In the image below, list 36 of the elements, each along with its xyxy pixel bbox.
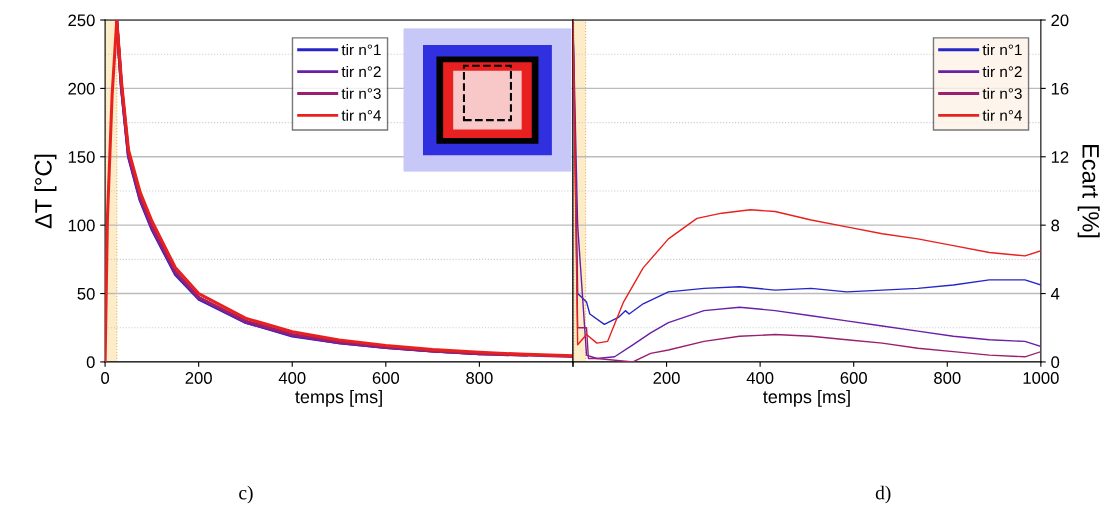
y-tick-label: 8: [1051, 219, 1060, 232]
text: c): [239, 485, 253, 504]
legend-label: tir n°4: [982, 109, 1022, 121]
x-tick-label: 200: [185, 372, 212, 384]
y-tick-label: 0: [1051, 356, 1060, 369]
x-tick-label: 800: [934, 372, 961, 384]
x-tick-label: 600: [372, 372, 400, 384]
y-tick-label: 250: [68, 14, 95, 27]
y-tick-label: 4: [1050, 288, 1060, 300]
legend-label: tir n°2: [341, 65, 381, 78]
legend-label: tir n°1: [341, 44, 381, 56]
x-axis-title: temps [ms]: [763, 389, 850, 407]
legend-label: tir n°3: [982, 87, 1022, 100]
x-tick-label: 800: [466, 372, 493, 384]
y-tick-label: 0: [86, 356, 95, 369]
legend-label: tir n°1: [982, 44, 1022, 56]
legend-label: tir n°3: [341, 87, 381, 100]
y-tick-label: 50: [77, 287, 95, 300]
y-tick-label: 20: [1051, 14, 1069, 27]
x-tick-label: 1000: [1023, 372, 1059, 384]
x-axis-title: temps [ms]: [295, 389, 382, 407]
x-tick-label: 600: [840, 372, 867, 384]
x-tick-label: 400: [278, 372, 306, 384]
y-tick-label: 150: [68, 151, 95, 163]
legend-label: tir n°2: [982, 65, 1022, 78]
x-tick-label: 400: [746, 372, 774, 384]
legend-label: tir n°4: [341, 109, 381, 121]
y-axis-title: Ecart [%]: [1077, 145, 1100, 238]
y-axis-title: ΔT [°C]: [34, 154, 57, 229]
y-tick-label: 16: [1051, 82, 1069, 95]
text: d): [875, 485, 891, 504]
x-tick-label: 0: [101, 372, 110, 384]
y-tick-label: 200: [68, 82, 95, 95]
y-tick-label: 12: [1051, 151, 1069, 163]
x-tick-label: 200: [653, 372, 680, 384]
y-tick-label: 100: [68, 219, 95, 232]
